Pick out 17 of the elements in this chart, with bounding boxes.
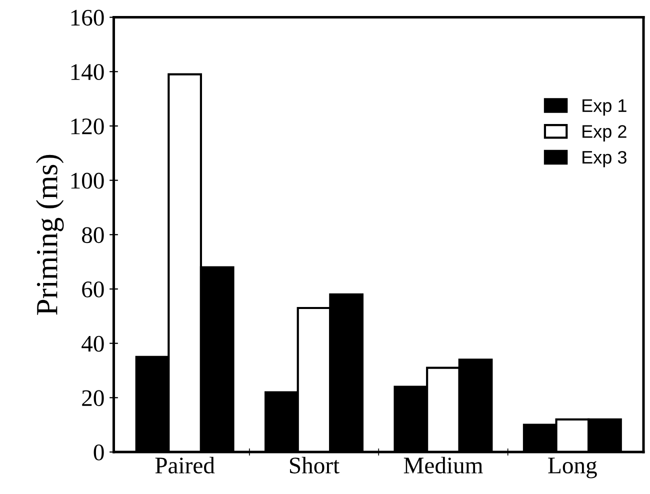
- y-tick-label: 80: [82, 227, 104, 244]
- x-tick-label: Short: [290, 456, 340, 474]
- y-tick-label: 20: [82, 390, 104, 406]
- x-tick-label: Paired: [155, 456, 215, 474]
- legend-label: Exp 1: [582, 99, 626, 116]
- y-tick-label: 40: [82, 336, 104, 352]
- y-tick-label: 160: [71, 10, 104, 26]
- x-tick-label: Medium: [404, 456, 483, 474]
- y-tick-label: 0: [94, 444, 104, 460]
- legend-label: Exp 2: [582, 125, 626, 142]
- y-tick-label: 140: [71, 64, 104, 80]
- y-tick-label: 100: [71, 172, 104, 189]
- legend-label: Exp 3: [582, 150, 626, 168]
- y-tick-label: 120: [71, 118, 104, 134]
- y-axis-title: Priming (ms): [36, 154, 64, 315]
- y-tick-label: 60: [82, 281, 104, 298]
- x-tick-label: Long: [548, 458, 597, 478]
